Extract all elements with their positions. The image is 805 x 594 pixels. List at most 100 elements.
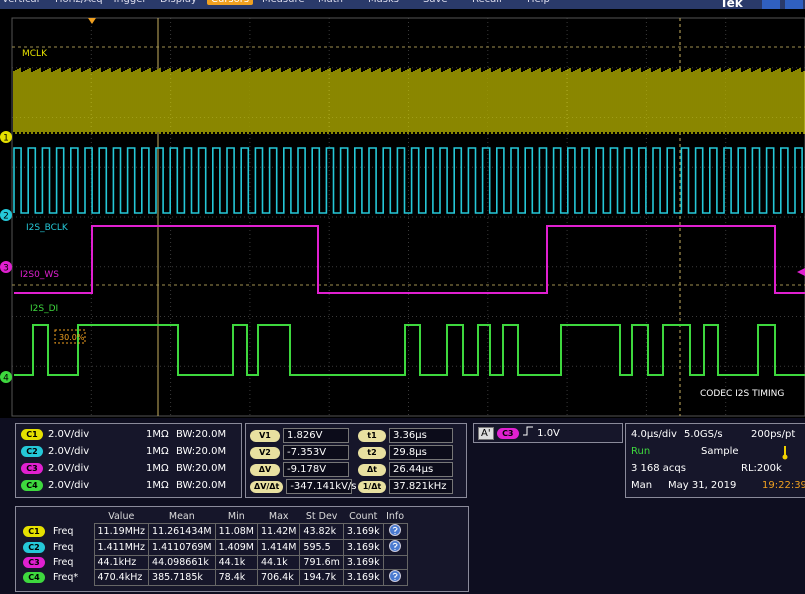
channel-scale: 2.0V/div [48, 480, 90, 491]
cursor-value: 1.826V [283, 428, 349, 443]
measurement-label: C1 Freq [20, 524, 94, 540]
channel-panel: C1 2.0V/div 1MΩ BW:20.0M C2 2.0V/div 1MΩ BW:20.… [15, 423, 242, 498]
cursor-readout-box [54, 329, 86, 344]
menu-item[interactable]: Recall [472, 0, 502, 5]
channel-coupling: 1MΩ [146, 429, 169, 440]
measurement-value: 3.169k [342, 569, 384, 586]
menu-item[interactable]: Math [318, 0, 343, 5]
cursor-label: t1 [358, 430, 386, 442]
menu-item[interactable]: Trigger [112, 0, 147, 5]
channel-marker [0, 371, 12, 383]
waveform-display: MCLK I2S_BCLK I2S0_WS I2S_DI CODEC I2S TIMIN… [0, 9, 805, 418]
info-icon[interactable] [389, 570, 402, 582]
channel-bandwidth: BW:20.0M [176, 446, 227, 457]
header-cell: St Dev [305, 511, 338, 522]
info-icon-glyph [392, 526, 398, 534]
info-cell [382, 539, 408, 556]
record-length: RL:200k [741, 463, 782, 474]
menu-bar: Vertical Horiz/Acq Trigger Display Cursors Me… [0, 0, 805, 9]
menu-item[interactable]: Masks [368, 0, 399, 5]
channel-bandwidth: BW:20.0M [176, 429, 227, 440]
channel-bandwidth: BW:20.0M [176, 480, 227, 491]
measurement-value: 11.08M [214, 523, 259, 540]
cursor-row: t1 3.36µs [358, 428, 453, 443]
channel-marker [0, 261, 12, 273]
measurement-row: C1 Freq 11.19MHz 11.261434M 11.08M 11.42M 43.8… [20, 523, 408, 540]
menu-item[interactable]: Measure [262, 0, 305, 5]
header-cell: Count [349, 511, 378, 522]
channel-badge: C4 [23, 572, 45, 583]
trace-label: CODEC I2S TIMING [700, 389, 784, 399]
cursor-value: 3.36µs [389, 428, 453, 443]
menu-item[interactable]: Display [160, 0, 197, 5]
measurement-value: 43.82k [299, 523, 344, 540]
trace-label: I2S_BCLK [26, 223, 69, 233]
cursor-row: V1 1.826V [250, 428, 349, 443]
cursor-label: Δt [358, 464, 386, 476]
trigger-state-icon [782, 446, 788, 460]
trigger-mode: Man [631, 480, 653, 491]
menu-item[interactable]: Cursors [207, 0, 254, 5]
cursor-label: ΔV/Δt [250, 481, 284, 493]
cursor-label: ΔV [250, 464, 280, 476]
header-cell [20, 510, 94, 524]
measurement-value: 1.409M [214, 539, 259, 556]
info-icon[interactable] [389, 524, 402, 536]
measurement-value: 3.169k [342, 555, 384, 570]
measurement-name: Freq [53, 542, 74, 553]
measurement-value: 44.1k [214, 555, 259, 570]
cursor-label: t2 [358, 447, 386, 459]
channel-row: C3 2.0V/div 1MΩ BW:20.0M [21, 462, 236, 476]
cursor-row: 1/Δt 37.821kHz [358, 479, 453, 494]
measurement-value: 44.1kHz [93, 555, 150, 570]
measurement-row: C2 Freq 1.411MHz 1.4110769M 1.409M 1.414M 595.… [20, 539, 408, 556]
cursor-value: 29.8µs [389, 445, 453, 460]
measurement-value: 3.169k [342, 523, 384, 540]
measurement-value: 78.4k [214, 569, 259, 586]
measurement-label: C4 Freq* [20, 570, 94, 586]
trigger-channel: C3 [496, 428, 519, 439]
minimize-button[interactable] [762, 0, 780, 9]
mclk-trace [13, 68, 805, 134]
measurement-value: 3.169k [342, 539, 384, 556]
channel-row: C1 2.0V/div 1MΩ BW:20.0M [21, 428, 236, 442]
cursor-row: ΔV/Δt -347.141kV/s [250, 479, 357, 494]
header-row: Value Mean Min Max St Dev Count Info [20, 510, 407, 524]
measurement-value: 44.1k [257, 555, 301, 570]
measurement-value: 791.6m [299, 555, 344, 570]
channel-badge[interactable]: C3 [21, 463, 43, 474]
sample-rate: 5.0GS/s [684, 429, 723, 440]
cursor-panel: V1 1.826V V2 -7.353V ΔV -9.178V ΔV/Δt -347.141k… [245, 423, 467, 498]
channel-coupling: 1MΩ [146, 446, 169, 457]
header-cell: Max [268, 511, 289, 522]
resolution: 200ps/pt [751, 429, 796, 440]
channel-badge: C1 [23, 526, 45, 537]
measurement-value: 1.414M [257, 539, 301, 556]
channel-badge[interactable]: C1 [21, 429, 43, 440]
measurement-value: 1.411MHz [93, 539, 150, 556]
brand: Tek [720, 0, 743, 10]
menu-item[interactable]: Help [527, 0, 550, 5]
measurement-label: C2 Freq [20, 540, 94, 556]
trigger-source: A' [478, 427, 494, 440]
channel-scale: 2.0V/div [48, 446, 90, 457]
info-icon-glyph [392, 572, 398, 580]
run-state: Run [631, 446, 651, 457]
measurement-value: 470.4kHz [93, 569, 150, 586]
cursor-label: 1/Δt [358, 481, 386, 493]
menu-item[interactable]: Save [423, 0, 448, 5]
channel-marker-label: 1 [3, 134, 9, 144]
channel-badge[interactable]: C2 [21, 446, 43, 457]
measurement-value: 44.098661k [148, 555, 216, 570]
cursor-row: V2 -7.353V [250, 445, 349, 460]
menu-item[interactable]: Vertical [2, 0, 39, 5]
measurement-value: 194.7k [299, 569, 344, 586]
cursor-row: Δt 26.44µs [358, 462, 453, 477]
info-icon[interactable] [389, 540, 402, 552]
channel-badge[interactable]: C4 [21, 480, 43, 491]
cursor-value: -7.353V [283, 445, 349, 460]
trace-label: I2S_DI [30, 304, 58, 314]
menu-item[interactable]: Horiz/Acq [55, 0, 103, 5]
close-button[interactable] [785, 0, 803, 9]
